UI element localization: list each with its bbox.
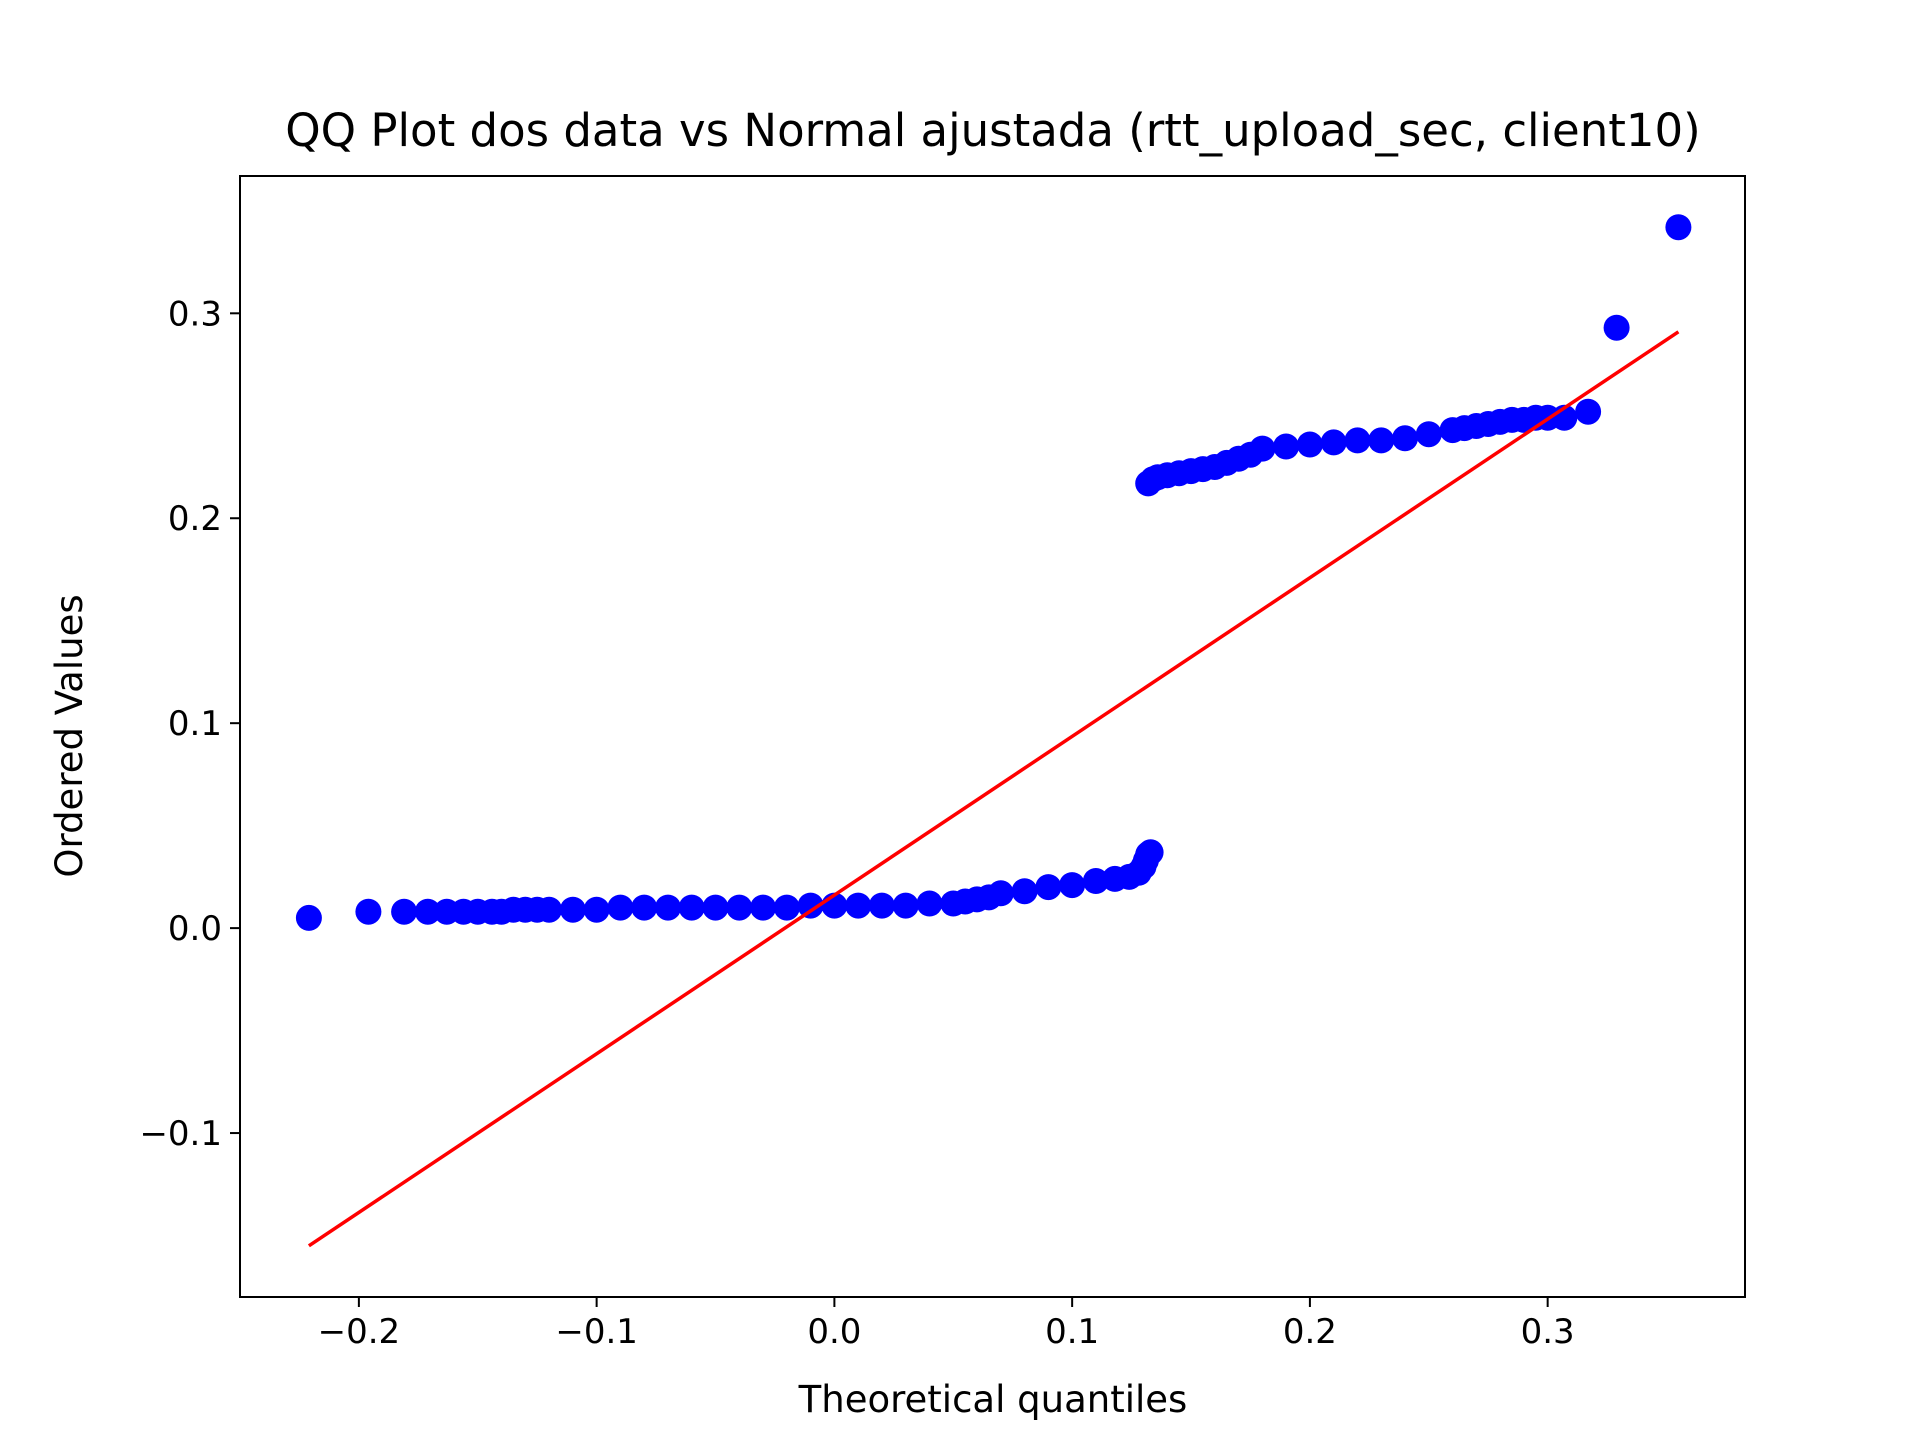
- y-axis-label: Ordered Values: [48, 594, 91, 877]
- data-point: [1320, 429, 1347, 456]
- fit-line: [307, 330, 1680, 1248]
- data-point: [1603, 314, 1630, 341]
- data-point: [559, 896, 586, 923]
- data-point: [987, 880, 1014, 907]
- data-point: [1415, 421, 1442, 448]
- x-tick-label: 0.1: [1045, 1312, 1099, 1352]
- y-tick-label: 0.3: [168, 294, 222, 334]
- plot-frame: [239, 175, 1746, 1298]
- data-point: [702, 894, 729, 921]
- data-point: [1344, 427, 1371, 454]
- data-point: [391, 898, 418, 925]
- data-point: [631, 894, 658, 921]
- x-axis-label: Theoretical quantiles: [798, 1378, 1188, 1421]
- data-point: [295, 904, 322, 931]
- data-point: [1137, 839, 1164, 866]
- y-tick-label: 0.2: [168, 499, 222, 539]
- data-point: [750, 894, 777, 921]
- data-point: [1273, 433, 1300, 460]
- data-point: [892, 892, 919, 919]
- x-axis-ticks: −0.2 −0.1 0.0 0.1 0.2 0.3: [318, 1297, 1575, 1352]
- data-point: [916, 890, 943, 917]
- y-tick-label: −0.1: [139, 1114, 222, 1154]
- x-tick-label: −0.1: [555, 1312, 638, 1352]
- data-point: [414, 898, 441, 925]
- data-point: [1011, 878, 1038, 905]
- data-point: [797, 892, 824, 919]
- data-point: [1665, 214, 1692, 241]
- y-tick-label: 0.1: [168, 704, 222, 744]
- data-point: [1296, 431, 1323, 458]
- data-point: [355, 898, 382, 925]
- data-point: [868, 892, 895, 919]
- x-tick-label: 0.0: [807, 1312, 861, 1352]
- data-point: [1035, 874, 1062, 901]
- chart-title: QQ Plot dos data vs Normal ajustada (rtt…: [285, 104, 1700, 157]
- data-point: [1249, 435, 1276, 462]
- data-point: [655, 894, 681, 921]
- x-tick-label: −0.2: [318, 1312, 401, 1352]
- y-tick-label: 0.0: [168, 909, 222, 949]
- y-axis-ticks: −0.1 0.0 0.1 0.2 0.3: [139, 294, 240, 1154]
- data-point: [773, 894, 800, 921]
- data-point: [845, 892, 872, 919]
- x-tick-label: 0.2: [1283, 1312, 1337, 1352]
- data-point: [1082, 868, 1109, 894]
- data-point: [607, 894, 634, 921]
- data-point: [678, 894, 705, 921]
- data-point: [1368, 427, 1395, 454]
- data-point: [1059, 872, 1086, 899]
- data-point: [726, 894, 753, 921]
- data-point: [1392, 425, 1418, 452]
- data-point: [536, 896, 563, 923]
- x-tick-label: 0.3: [1521, 1312, 1575, 1352]
- data-point: [583, 896, 610, 923]
- data-point: [1575, 398, 1602, 425]
